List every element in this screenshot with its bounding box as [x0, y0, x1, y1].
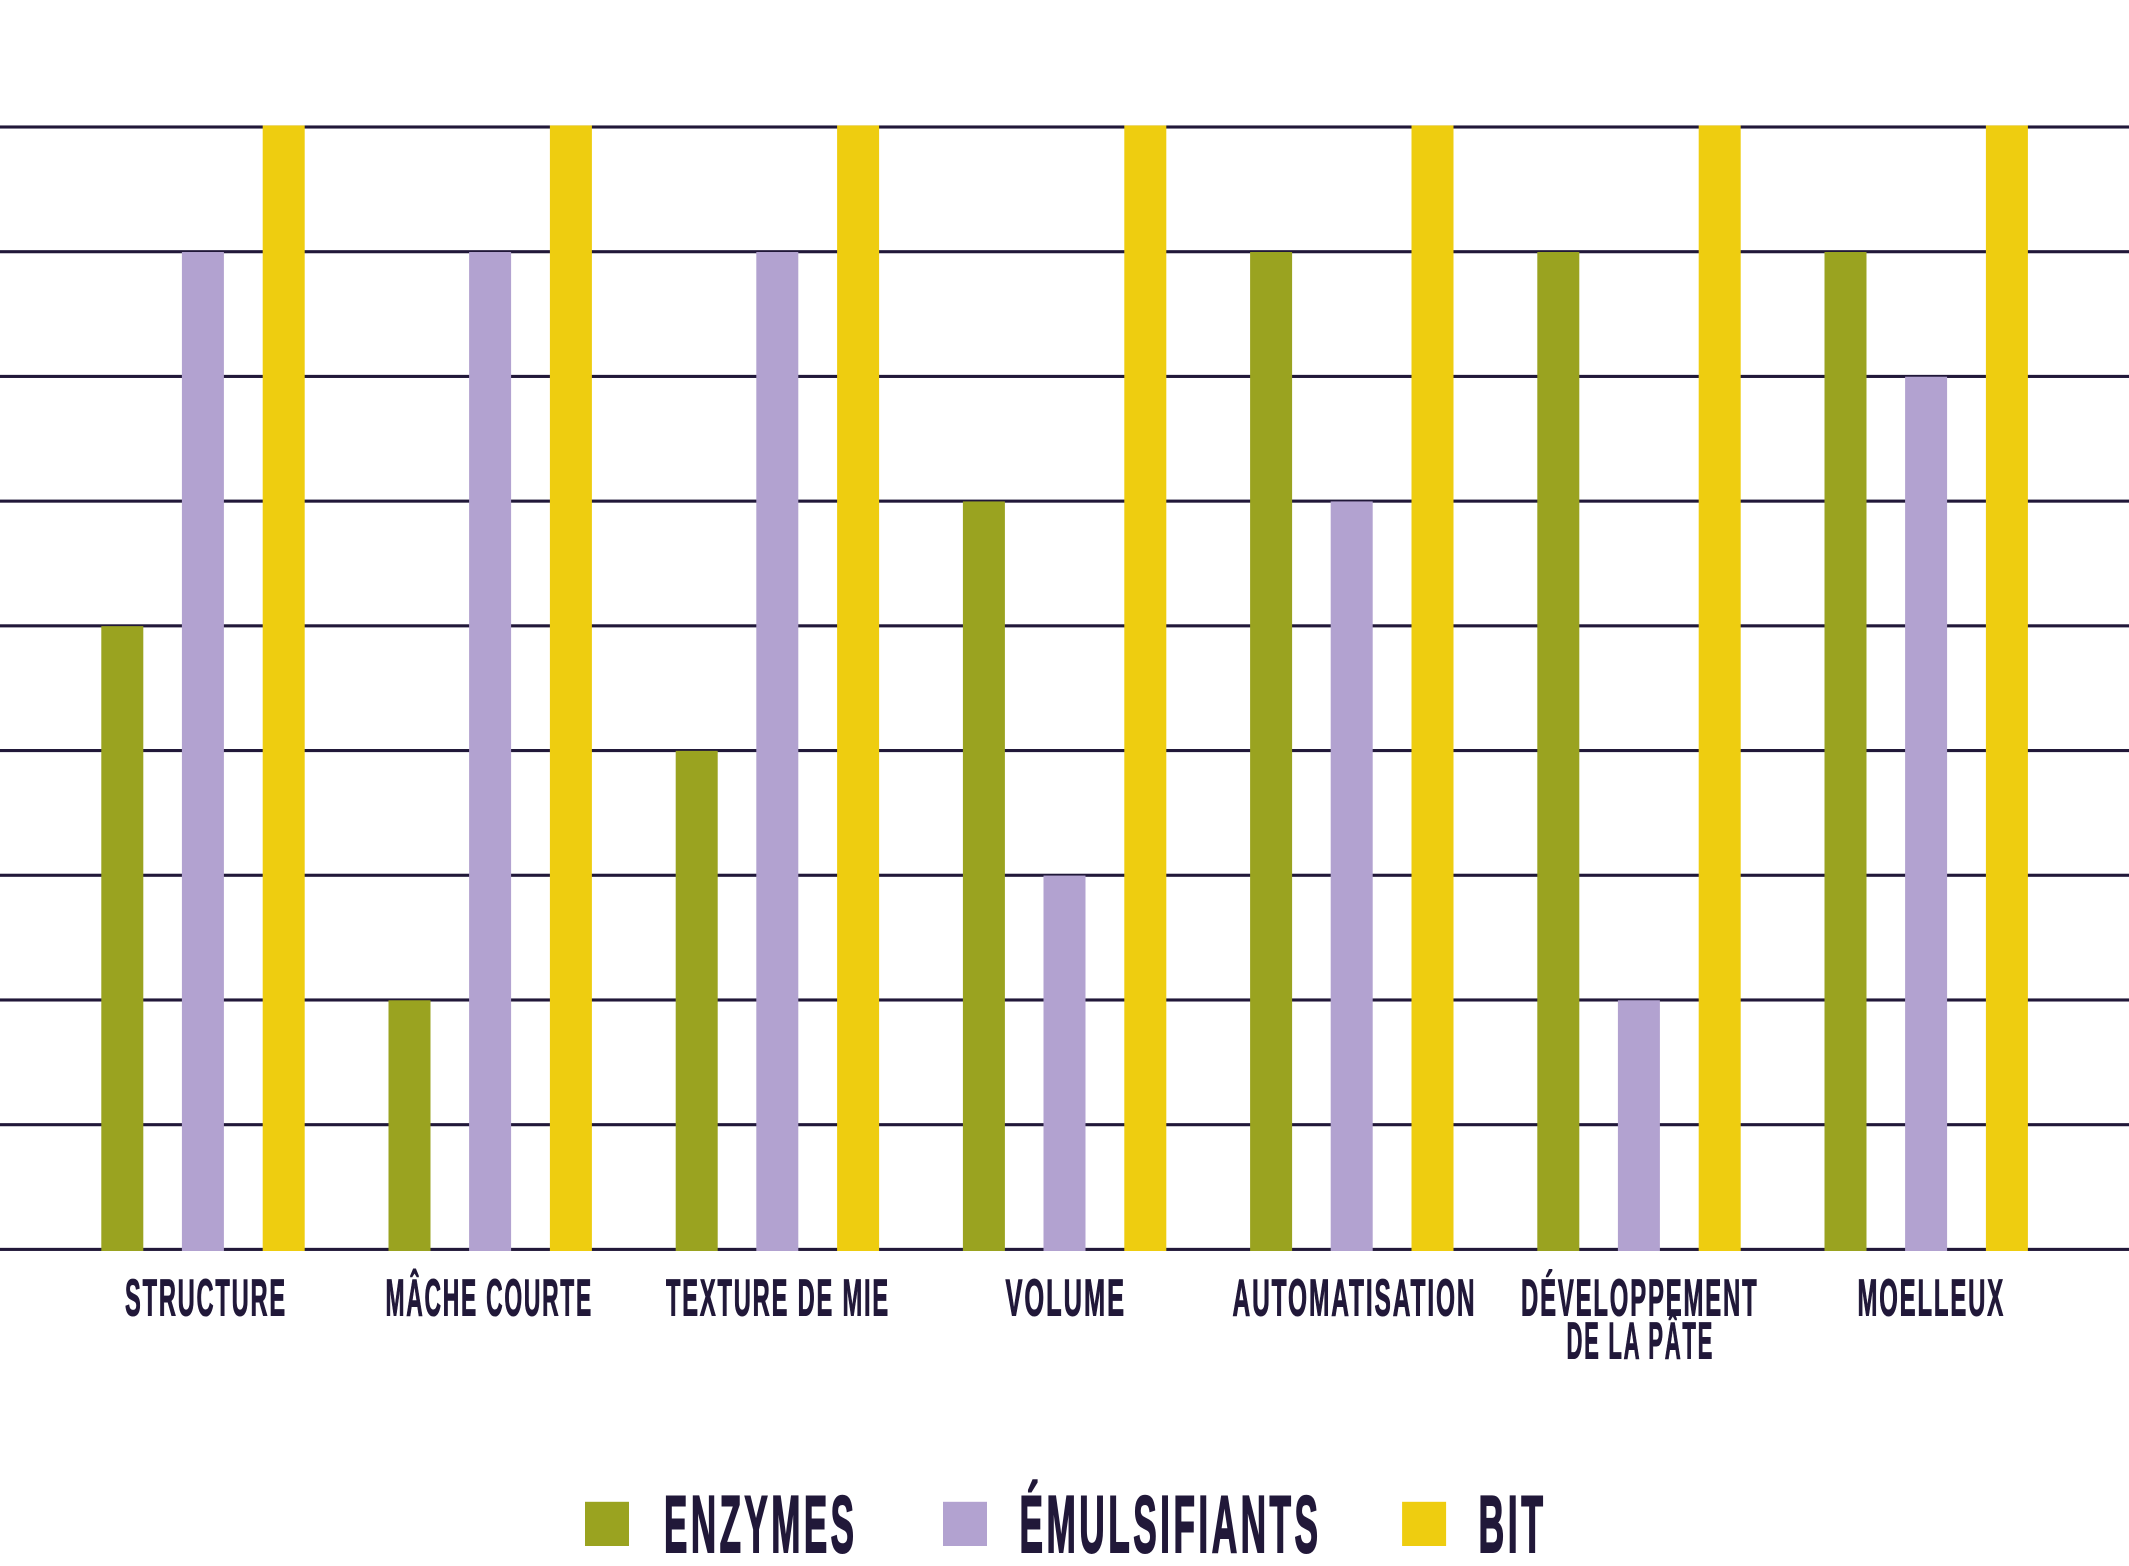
- svg-text:VOLUME: VOLUME: [1006, 1270, 1127, 1328]
- svg-text:STRUCTURE: STRUCTURE: [125, 1270, 287, 1328]
- svg-text:ENZYMES: ENZYMES: [664, 1480, 858, 1566]
- svg-text:TEXTURE DE MIE: TEXTURE DE MIE: [666, 1270, 890, 1328]
- svg-text:DÉVELOPPEMENT: DÉVELOPPEMENT: [1521, 1270, 1759, 1328]
- svg-text:ÉMULSIFIANTS: ÉMULSIFIANTS: [1020, 1479, 1322, 1566]
- svg-text:MÂCHE COURTE: MÂCHE COURTE: [386, 1269, 594, 1328]
- svg-text:AUTOMATISATION: AUTOMATISATION: [1233, 1270, 1477, 1328]
- svg-text:MOELLEUX: MOELLEUX: [1858, 1270, 2006, 1328]
- svg-text:BIT: BIT: [1479, 1480, 1547, 1566]
- svg-text:DE LA PÂTE: DE LA PÂTE: [1567, 1312, 1715, 1371]
